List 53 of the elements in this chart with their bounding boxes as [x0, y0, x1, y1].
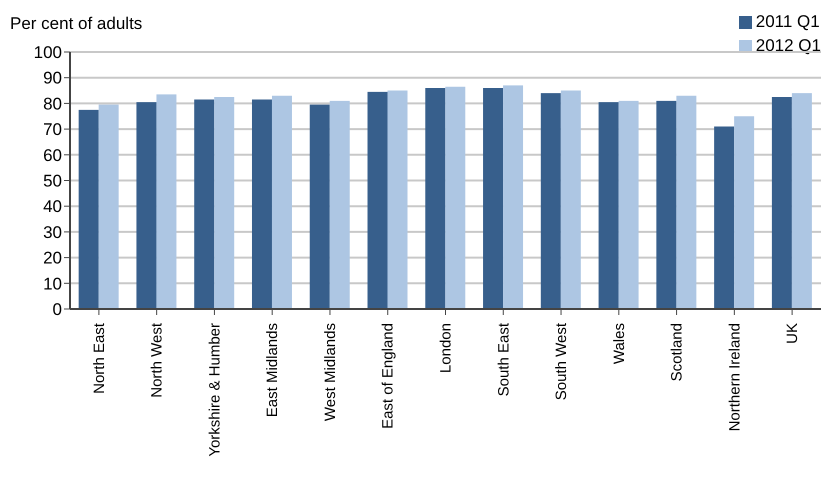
x-tick-label: Yorkshire & Humber — [206, 323, 224, 457]
bar — [330, 100, 350, 309]
bar — [676, 96, 696, 309]
bar — [252, 100, 272, 309]
bar — [772, 96, 792, 309]
bar — [734, 116, 754, 309]
x-tick-label: Northern Ireland — [726, 323, 744, 432]
bar — [156, 94, 176, 309]
x-tick-label: UK — [784, 323, 802, 344]
bar — [714, 126, 734, 309]
y-tick-label: 70 — [43, 120, 62, 140]
bar — [272, 96, 292, 309]
bar — [425, 88, 446, 309]
bar — [483, 88, 504, 309]
y-tick-label: 50 — [43, 172, 62, 191]
bar — [194, 100, 214, 309]
bar — [136, 102, 156, 309]
x-tick-label: Scotland — [668, 323, 686, 382]
y-tick-label: 0 — [52, 300, 62, 320]
y-tick-label: 100 — [34, 43, 62, 62]
legend-label: 2012 Q1 — [756, 36, 821, 56]
x-tick-label: East of England — [380, 323, 397, 429]
bar — [540, 93, 561, 309]
bar — [388, 90, 408, 309]
y-tick-label: 60 — [43, 146, 62, 165]
y-tick-label: 20 — [43, 248, 62, 268]
bar — [310, 104, 330, 309]
bar — [445, 86, 466, 309]
y-axis-title: Per cent of adults — [10, 14, 142, 34]
bar — [503, 85, 524, 309]
x-tick-label: South East — [495, 322, 512, 396]
y-tick-label: 10 — [43, 274, 62, 294]
x-tick-label: Wales — [610, 323, 628, 364]
bar — [598, 102, 619, 309]
x-tick-label: North East — [90, 322, 108, 394]
x-tick-label: East Midlands — [264, 323, 282, 418]
x-tick-label: West Midlands — [322, 323, 339, 422]
bar — [98, 104, 119, 309]
bar — [618, 100, 639, 309]
y-tick-label: 30 — [43, 222, 62, 242]
bar — [792, 93, 812, 309]
x-tick-label: South West — [553, 322, 570, 400]
x-tick-label: North West — [148, 322, 166, 398]
bar — [214, 96, 234, 309]
bar — [560, 90, 581, 309]
y-tick-label: 40 — [43, 197, 62, 216]
legend-label: 2011 Q1 — [756, 12, 820, 32]
y-tick-label: 90 — [43, 68, 62, 88]
x-tick-label: London — [438, 323, 454, 374]
y-tick-label: 80 — [43, 94, 62, 114]
bar — [78, 110, 99, 309]
bar — [656, 100, 676, 309]
bar — [368, 92, 388, 309]
